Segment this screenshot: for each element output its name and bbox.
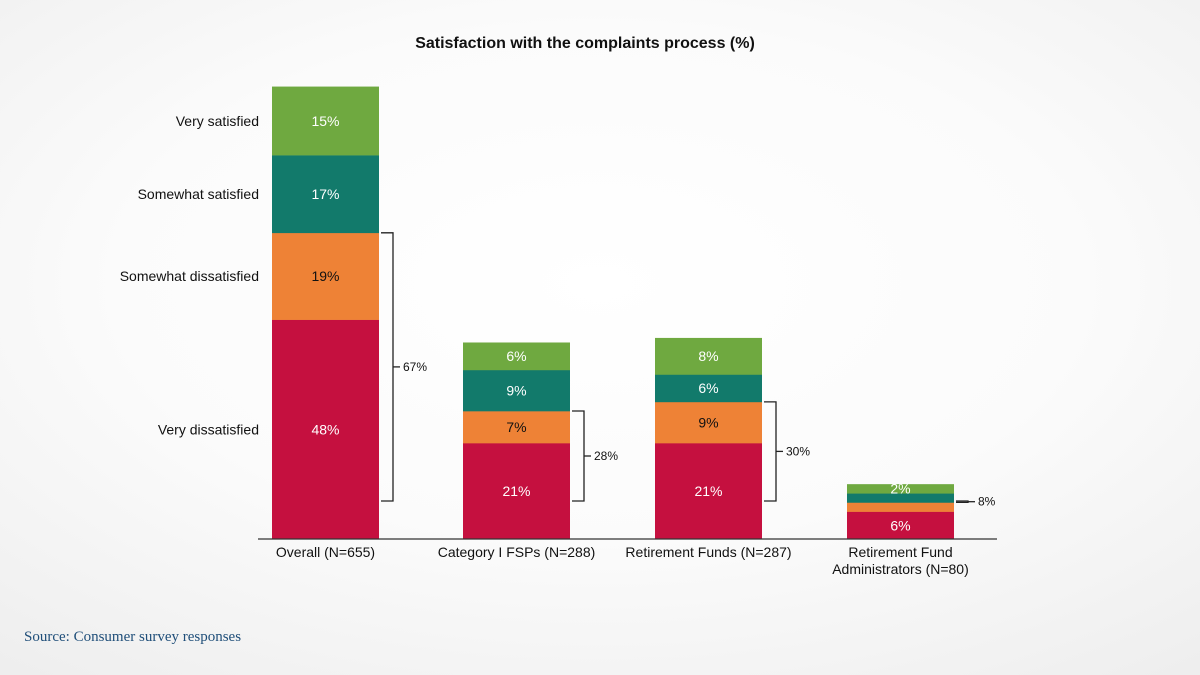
- data-label: 19%: [311, 268, 339, 284]
- dissatisfied-total-label: 28%: [594, 449, 618, 463]
- series-label-very-dissatisfied: Very dissatisfied: [158, 421, 259, 437]
- data-label: 2%: [890, 481, 910, 497]
- bar-segment-somewhat-satisfied: [847, 493, 954, 503]
- bar-segment-very-dissatisfied: [463, 443, 570, 540]
- dissatisfied-total-label: 67%: [403, 360, 427, 374]
- dissatisfied-total-label: 30%: [786, 444, 810, 458]
- data-label: 9%: [506, 382, 526, 398]
- category-label-line: Retirement Funds (N=287): [625, 544, 791, 560]
- data-label: 6%: [890, 517, 910, 533]
- category-label-line: Retirement Fund: [848, 544, 952, 560]
- category-label-line: Category I FSPs (N=288): [438, 544, 596, 560]
- bar-segment-very-satisfied: [847, 484, 954, 494]
- brackets-layer: 67% 28% 30% 8%: [381, 232, 996, 509]
- dissatisfied-bracket: [956, 500, 969, 504]
- source-note: Source: Consumer survey responses: [24, 629, 242, 645]
- data-label: 6%: [698, 380, 718, 396]
- category-label-line: Overall (N=655): [276, 544, 375, 560]
- data-label: 8%: [698, 348, 718, 364]
- category-label: Retirement Funds (N=287): [625, 544, 791, 560]
- series-label-somewhat-satisfied: Somewhat satisfied: [138, 186, 259, 202]
- bar-segment-somewhat-dissatisfied: [847, 502, 954, 512]
- data-label: 17%: [311, 186, 339, 202]
- data-label: 6%: [506, 348, 526, 364]
- category-label: Category I FSPs (N=288): [438, 544, 596, 560]
- bar-segment-somewhat-dissatisfied: [655, 401, 762, 444]
- bar-segment-somewhat-dissatisfied: [272, 232, 379, 320]
- category-label-line: Administrators (N=80): [832, 561, 969, 577]
- bar-segment-somewhat-satisfied: [272, 155, 379, 234]
- dissatisfied-total-label: 8%: [978, 495, 996, 509]
- data-label: 48%: [311, 421, 339, 437]
- data-label: 9%: [698, 414, 718, 430]
- bar-segment-somewhat-satisfied: [463, 369, 570, 412]
- series-labels: Very dissatisfied Somewhat dissatisfied So…: [120, 113, 259, 437]
- data-label: 21%: [694, 483, 722, 499]
- category-labels: Overall (N=655) Category I FSPs (N=288) Re…: [276, 544, 969, 577]
- bars-layer: 48% 19% 17% 15% 21% 7% 9% 6% 21% 9% 6% 8% 6% 2%: [272, 86, 954, 540]
- dissatisfied-bracket: [381, 232, 394, 502]
- bar-segment-very-satisfied: [463, 342, 570, 371]
- series-label-somewhat-dissatisfied: Somewhat dissatisfied: [120, 268, 259, 284]
- dissatisfied-bracket: [764, 401, 777, 502]
- bar-segment-very-satisfied: [272, 86, 379, 156]
- bar-segment-very-dissatisfied: [847, 511, 954, 540]
- bar-segment-somewhat-satisfied: [655, 374, 762, 403]
- data-label: 21%: [502, 483, 530, 499]
- category-label: Overall (N=655): [276, 544, 375, 560]
- data-label: 15%: [311, 113, 339, 129]
- data-label: 7%: [506, 419, 526, 435]
- bar-segment-very-satisfied: [655, 337, 762, 375]
- bar-segment-very-dissatisfied: [272, 319, 379, 540]
- category-label: Retirement Fund Administrators (N=80): [832, 544, 969, 577]
- chart-title: Satisfaction with the complaints process…: [415, 35, 755, 52]
- bar-segment-somewhat-dissatisfied: [463, 411, 570, 444]
- dissatisfied-bracket: [572, 410, 585, 502]
- series-label-very-satisfied: Very satisfied: [176, 113, 259, 129]
- bar-segment-very-dissatisfied: [655, 443, 762, 540]
